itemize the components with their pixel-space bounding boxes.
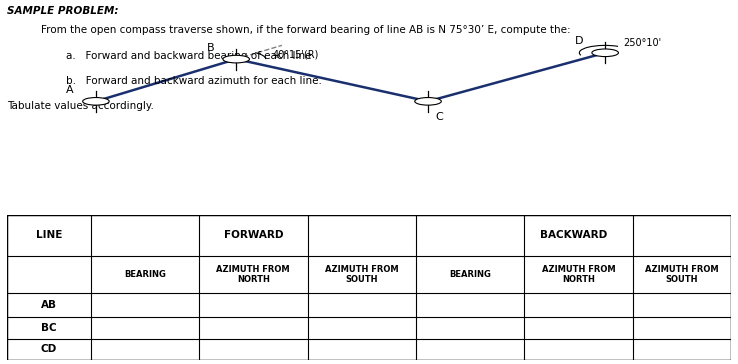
- FancyBboxPatch shape: [7, 215, 731, 360]
- Text: 40°15'(R): 40°15'(R): [273, 50, 320, 60]
- Text: BEARING: BEARING: [449, 270, 492, 279]
- Text: AZIMUTH FROM
SOUTH: AZIMUTH FROM SOUTH: [325, 265, 399, 284]
- Text: AZIMUTH FROM
NORTH: AZIMUTH FROM NORTH: [542, 265, 615, 284]
- Text: SAMPLE PROBLEM:: SAMPLE PROBLEM:: [7, 6, 119, 16]
- Text: Tabulate values accordingly.: Tabulate values accordingly.: [7, 101, 154, 111]
- Text: A: A: [66, 85, 74, 95]
- Text: From the open compass traverse shown, if the forward bearing of line AB is N 75°: From the open compass traverse shown, if…: [41, 25, 570, 35]
- Text: B: B: [207, 43, 214, 53]
- Text: LINE: LINE: [35, 230, 62, 240]
- Text: BACKWARD: BACKWARD: [539, 230, 607, 240]
- Text: BC: BC: [41, 323, 57, 333]
- Circle shape: [592, 49, 618, 56]
- Text: FORWARD: FORWARD: [224, 230, 283, 240]
- Text: AZIMUTH FROM
NORTH: AZIMUTH FROM NORTH: [216, 265, 290, 284]
- Text: BEARING: BEARING: [124, 270, 166, 279]
- Text: D: D: [574, 36, 583, 47]
- Circle shape: [223, 55, 249, 63]
- Text: 250°10': 250°10': [624, 38, 662, 48]
- Circle shape: [83, 98, 109, 105]
- Text: b.   Forward and backward azimuth for each line.: b. Forward and backward azimuth for each…: [66, 76, 323, 86]
- Text: AZIMUTH FROM
SOUTH: AZIMUTH FROM SOUTH: [645, 265, 719, 284]
- Text: C: C: [435, 112, 444, 122]
- Text: CD: CD: [41, 344, 57, 355]
- Circle shape: [415, 98, 441, 105]
- Text: AB: AB: [41, 300, 57, 310]
- Text: a.   Forward and backward bearing of each line: a. Forward and backward bearing of each …: [66, 51, 312, 61]
